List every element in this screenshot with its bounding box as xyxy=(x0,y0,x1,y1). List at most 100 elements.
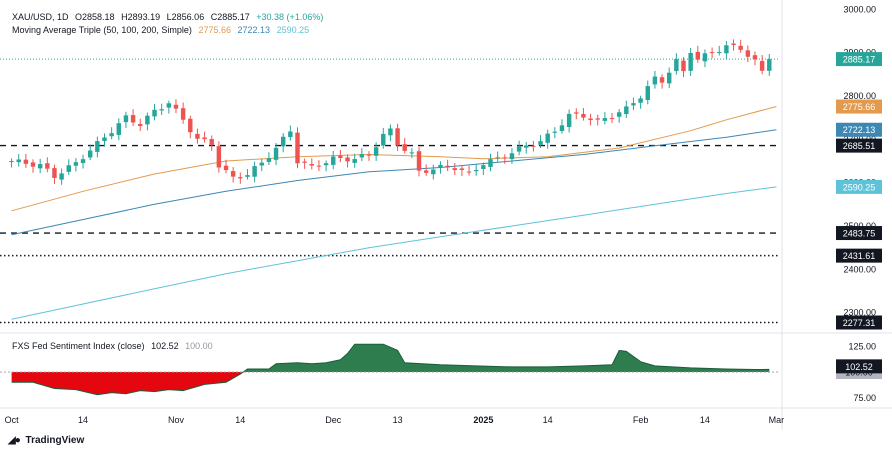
candle-body xyxy=(659,77,665,83)
sentiment-value: 102.52 xyxy=(151,341,179,351)
candle-body xyxy=(30,162,36,167)
candle-body xyxy=(138,123,143,127)
candle-body xyxy=(295,132,300,164)
time-axis-label: 2025 xyxy=(473,415,493,425)
candle-body xyxy=(66,165,71,172)
candle-body xyxy=(73,162,79,166)
candle-body xyxy=(459,168,465,171)
sentiment-last-label-box xyxy=(836,359,882,374)
candle-body xyxy=(381,133,386,146)
candle-body xyxy=(130,115,136,123)
ma100-line-label-box xyxy=(836,122,882,137)
candle-body xyxy=(331,156,336,165)
candle-body xyxy=(645,86,650,100)
candle-body xyxy=(559,125,565,131)
candle-body xyxy=(352,159,357,163)
candle-body xyxy=(316,165,322,167)
candle-body xyxy=(538,141,543,145)
time-axis-label: 14 xyxy=(700,415,710,425)
candle-body xyxy=(702,53,708,62)
sentiment-title[interactable]: FXS Fed Sentiment Index (close) xyxy=(12,341,145,351)
candle-body xyxy=(252,166,257,177)
price-axis-tick: 2800.00 xyxy=(843,91,876,101)
candle-body xyxy=(87,150,93,158)
candle-body xyxy=(759,60,765,71)
sentiment-positive-area xyxy=(11,344,770,373)
candle-body xyxy=(681,60,686,72)
level-label: 2277.31 xyxy=(843,318,876,328)
price-axis-tick: 2500.00 xyxy=(843,221,876,231)
candle-body xyxy=(345,157,350,162)
candle-body xyxy=(502,157,508,159)
candle-body xyxy=(80,159,86,164)
candle-body xyxy=(566,113,572,127)
candle-body xyxy=(531,145,536,147)
level-label-box xyxy=(836,138,882,153)
candle-body xyxy=(188,118,193,133)
candle-body xyxy=(59,173,64,180)
candle-body xyxy=(238,177,243,179)
candle-body xyxy=(752,55,758,60)
last-price-label-box xyxy=(836,52,882,67)
candle-body xyxy=(209,139,214,145)
ma50-line-label: 2775.66 xyxy=(843,102,876,112)
candle-body xyxy=(709,52,715,54)
ma200-line-label-box xyxy=(836,179,882,194)
candle-body xyxy=(116,123,122,135)
candle-body xyxy=(738,45,743,50)
candle-body xyxy=(152,109,157,117)
candle-body xyxy=(717,51,722,53)
ma50-line xyxy=(11,106,777,212)
candle-body xyxy=(388,128,393,136)
sentiment-axis-tick: 125.00 xyxy=(848,341,876,351)
candle-body xyxy=(416,151,422,171)
sentiment-legend: FXS Fed Sentiment Index (close) 102.52 1… xyxy=(12,341,217,351)
low-value: L2856.06 xyxy=(166,12,205,22)
candle-body xyxy=(431,169,436,175)
candle-body xyxy=(674,59,679,72)
candle-body xyxy=(602,118,608,121)
candle-body xyxy=(609,118,615,120)
candle-body xyxy=(745,50,751,57)
level-label: 2483.75 xyxy=(843,229,876,239)
time-axis-label: Oct xyxy=(5,415,20,425)
price-axis-tick: 2300.00 xyxy=(843,308,876,318)
last-price-label: 2885.17 xyxy=(843,55,876,65)
candle-body xyxy=(624,106,629,115)
candle-body xyxy=(216,146,222,168)
candle-body xyxy=(588,118,593,121)
candle-body xyxy=(688,52,693,71)
candle-body xyxy=(37,164,43,169)
price-axis-tick: 2400.00 xyxy=(843,264,876,274)
candle-body xyxy=(52,168,57,178)
candle-body xyxy=(695,51,701,60)
ma100-line-label: 2722.13 xyxy=(843,125,876,135)
candle-body xyxy=(273,147,279,160)
candle-body xyxy=(438,164,443,168)
ma-label[interactable]: Moving Average Triple (50, 100, 200, Sim… xyxy=(12,25,192,35)
ma200-line xyxy=(11,186,777,320)
candle-body xyxy=(309,164,315,166)
price-axis-tick: 3000.00 xyxy=(843,4,876,14)
ma-legend: Moving Average Triple (50, 100, 200, Sim… xyxy=(12,25,313,35)
candle-body xyxy=(638,98,643,103)
symbol-label[interactable]: XAU/USD, 1D xyxy=(12,12,69,22)
candle-body xyxy=(574,112,579,114)
ma50-line-label-box xyxy=(836,99,882,114)
candle-body xyxy=(423,170,429,173)
chart-header-ohlc: XAU/USD, 1D O2858.18 H2893.19 L2856.06 C… xyxy=(12,12,327,22)
sentiment-last-label: 102.52 xyxy=(845,362,873,372)
tradingview-logo[interactable]: ◢● TradingView xyxy=(8,435,84,446)
candle-body xyxy=(173,104,179,109)
change-value: +30.38 (+1.06%) xyxy=(256,12,324,22)
time-axis-label: Nov xyxy=(168,415,185,425)
sentiment-baseline: 100.00 xyxy=(185,341,213,351)
candle-body xyxy=(166,103,172,108)
candle-body xyxy=(102,137,107,141)
high-value: H2893.19 xyxy=(121,12,161,22)
candle-body xyxy=(366,154,372,156)
time-axis-label: Feb xyxy=(633,415,649,425)
candle-body xyxy=(195,133,200,139)
time-axis-label: 14 xyxy=(235,415,245,425)
